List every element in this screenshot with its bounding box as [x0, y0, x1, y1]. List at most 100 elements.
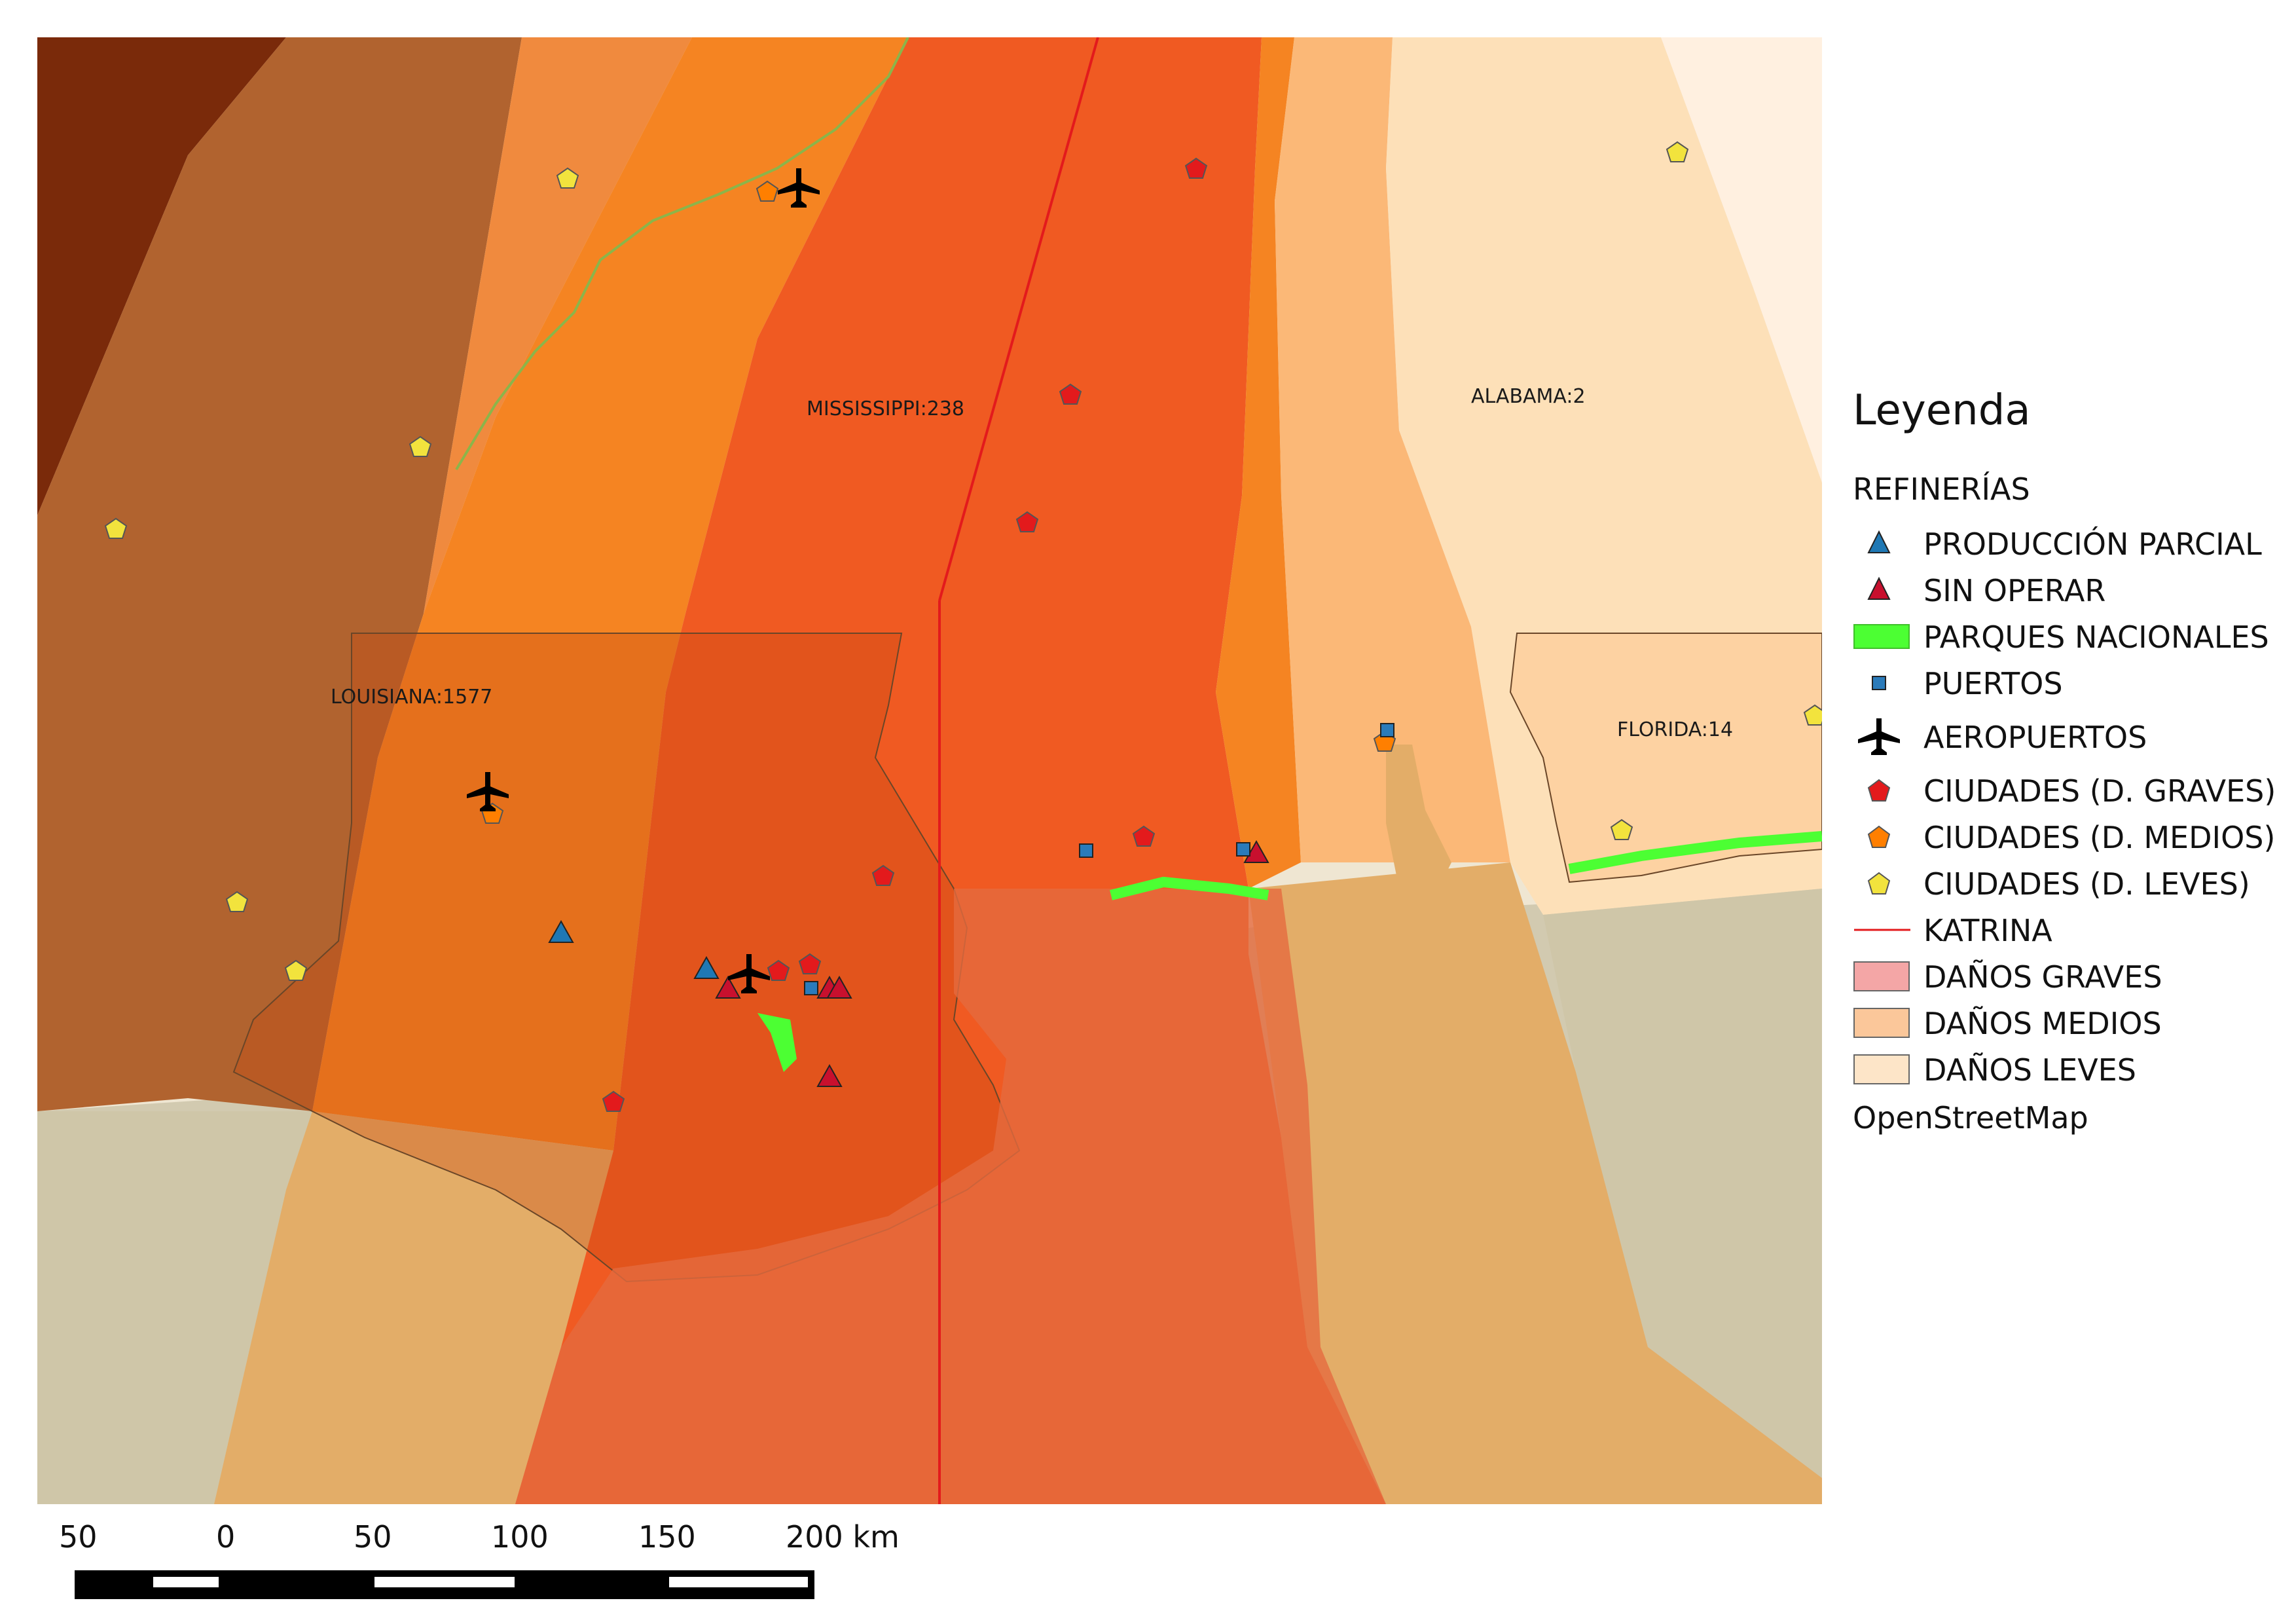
peach-patch-icon	[1853, 1008, 1910, 1038]
refinery-off-4[interactable]	[816, 1063, 843, 1087]
zone-light-orange	[424, 37, 692, 614]
gulf-severe-zone	[515, 889, 1386, 1504]
scale-bar-graphic	[75, 1570, 814, 1599]
city-severe-7[interactable]	[798, 953, 822, 974]
legend-item-katrina: KATRINA	[1853, 910, 2285, 950]
legend-item-cities-severe: CIUDADES (D. GRAVES)	[1853, 771, 2285, 810]
florida-panhandle	[1509, 633, 1822, 883]
zone-orange-sea	[214, 1111, 613, 1504]
zone-orange-east	[1216, 37, 1301, 889]
airport-3[interactable]	[728, 954, 770, 993]
legend-title: Leyenda	[1853, 386, 2031, 435]
city-severe-4[interactable]	[871, 864, 895, 886]
city-light-6[interactable]	[1666, 141, 1689, 162]
legend-label: DAÑOS GRAVES	[1923, 959, 2162, 995]
state-label-mississippi: MISSISSIPPI:238	[807, 397, 964, 420]
legend-group-title: REFINERÍAS	[1853, 471, 2030, 507]
zone-dark-brown	[37, 37, 522, 1111]
city-light-7[interactable]	[1803, 704, 1822, 726]
scale-label-3: 100	[491, 1519, 549, 1555]
port-3[interactable]	[804, 981, 818, 995]
legend-label: CIUDADES (D. MEDIOS)	[1923, 820, 2276, 855]
city-severe-6[interactable]	[767, 959, 790, 981]
city-light-2[interactable]	[409, 435, 432, 457]
national-park-jean-lafitte	[757, 1013, 797, 1072]
scale-label-2: 50	[354, 1519, 392, 1555]
city-severe-2[interactable]	[1059, 383, 1082, 405]
legend-label: SIN OPERAR	[1923, 573, 2106, 608]
yellow-pentagon-icon	[1867, 872, 1891, 895]
city-severe-8[interactable]	[602, 1090, 625, 1112]
zone-grey-sea-east	[1543, 889, 1822, 1478]
cream-patch-icon	[1853, 1054, 1910, 1084]
legend-label: PUERTOS	[1923, 666, 2063, 701]
refinery-partial-1[interactable]	[548, 919, 574, 943]
legend-label: PARQUES NACIONALES	[1923, 619, 2269, 655]
port-2[interactable]	[1236, 842, 1250, 857]
city-light-5[interactable]	[284, 959, 308, 981]
map-canvas[interactable]: MISSISSIPPI:238 ALABAMA:2 LOUISIANA:1577…	[37, 37, 1822, 1504]
city-severe-3[interactable]	[1015, 511, 1039, 532]
mississippi-river	[455, 37, 909, 471]
scale-label-4: 150	[638, 1519, 696, 1555]
refineries-partial	[548, 919, 720, 979]
ports	[804, 723, 1394, 995]
city-light-3[interactable]	[104, 517, 128, 539]
cities-severe-damage	[602, 157, 1208, 1112]
zone-darkest	[37, 37, 286, 515]
airports	[467, 168, 820, 993]
airport-2[interactable]	[467, 772, 509, 811]
legend-item-not-operating: SIN OPERAR	[1853, 570, 2285, 610]
zone-peach	[1275, 37, 1510, 862]
scale-label-0: 50	[59, 1519, 98, 1555]
legend-label: DAÑOS MEDIOS	[1923, 1006, 2162, 1041]
orange-pentagon-icon	[1867, 825, 1891, 848]
scale-label-5: 200 km	[786, 1519, 900, 1555]
green-park-icon	[1853, 624, 1910, 649]
city-light-4[interactable]	[225, 891, 249, 912]
red-pentagon-icon	[1867, 779, 1891, 802]
city-medium-1[interactable]	[756, 180, 779, 202]
map-frame[interactable]: MISSISSIPPI:238 ALABAMA:2 LOUISIANA:1577…	[37, 37, 1822, 1504]
legend-label: AEROPUERTOS	[1923, 720, 2147, 755]
zone-orange	[312, 37, 908, 1151]
zone-brown-sea	[37, 1111, 312, 1504]
red-triangle-icon	[1867, 576, 1891, 600]
legend: Leyenda REFINERÍAS PRODUCCIÓN PARCIAL SI…	[1853, 386, 2285, 1159]
refinery-partial-2[interactable]	[693, 955, 720, 979]
city-severe-5[interactable]	[1132, 825, 1156, 847]
legend-item-severe-damage: DAÑOS GRAVES	[1853, 957, 2285, 996]
katrina-track	[938, 37, 1099, 601]
legend-item-national-parks: PARQUES NACIONALES	[1853, 617, 2285, 656]
red-line-icon	[1854, 929, 1910, 931]
legend-label: DAÑOS LEVES	[1923, 1052, 2136, 1088]
airport-1[interactable]	[778, 168, 820, 208]
scale-bar: 50 0 50 100 150 200 km	[0, 1506, 982, 1624]
port-4[interactable]	[1380, 723, 1394, 737]
zone-cream	[1386, 37, 1822, 915]
mobile-bay	[1386, 745, 1451, 889]
legend-item-partial-production: PRODUCCIÓN PARCIAL	[1853, 524, 2285, 563]
city-severe-1[interactable]	[1184, 157, 1208, 179]
national-park-florida-coast	[1568, 831, 1822, 874]
legend-item-ports: PUERTOS	[1853, 663, 2285, 703]
legend-item-cities-medium: CIUDADES (D. MEDIOS)	[1853, 817, 2285, 857]
refineries-not-operating	[715, 840, 1269, 1087]
zone-peach-sea	[1248, 862, 1822, 1504]
blue-square-icon	[1872, 676, 1886, 690]
state-label-louisiana: LOUISIANA:1577	[331, 686, 492, 709]
blue-triangle-icon	[1867, 530, 1891, 553]
city-light-8[interactable]	[1610, 819, 1633, 840]
city-light-1[interactable]	[556, 167, 579, 189]
port-1[interactable]	[1079, 843, 1093, 858]
zone-lightest	[1661, 37, 1822, 483]
refinery-off-1[interactable]	[715, 975, 741, 999]
refinery-off-3[interactable]	[826, 975, 852, 999]
legend-source: OpenStreetMap	[1853, 1100, 2088, 1135]
state-label-florida: FLORIDA:14	[1617, 718, 1733, 741]
airplane-icon	[1858, 718, 1900, 755]
state-label-alabama: ALABAMA:2	[1471, 385, 1586, 408]
legend-item-light-damage: DAÑOS LEVES	[1853, 1050, 2285, 1089]
legend-label: CIUDADES (D. LEVES)	[1923, 866, 2250, 902]
pink-patch-icon	[1853, 961, 1910, 991]
